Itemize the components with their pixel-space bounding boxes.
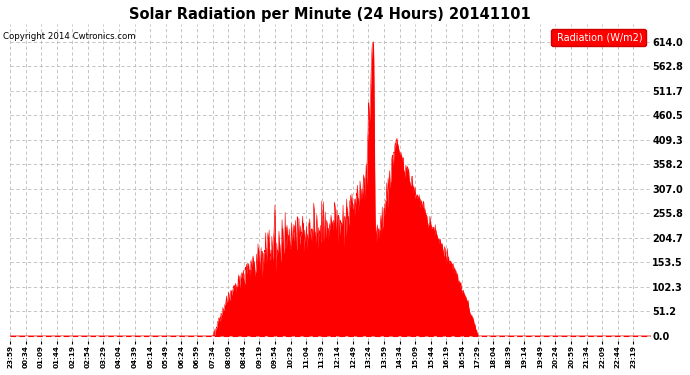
Text: Copyright 2014 Cwtronics.com: Copyright 2014 Cwtronics.com [3,32,136,41]
Legend: Radiation (W/m2): Radiation (W/m2) [551,29,646,46]
Title: Solar Radiation per Minute (24 Hours) 20141101: Solar Radiation per Minute (24 Hours) 20… [130,7,531,22]
